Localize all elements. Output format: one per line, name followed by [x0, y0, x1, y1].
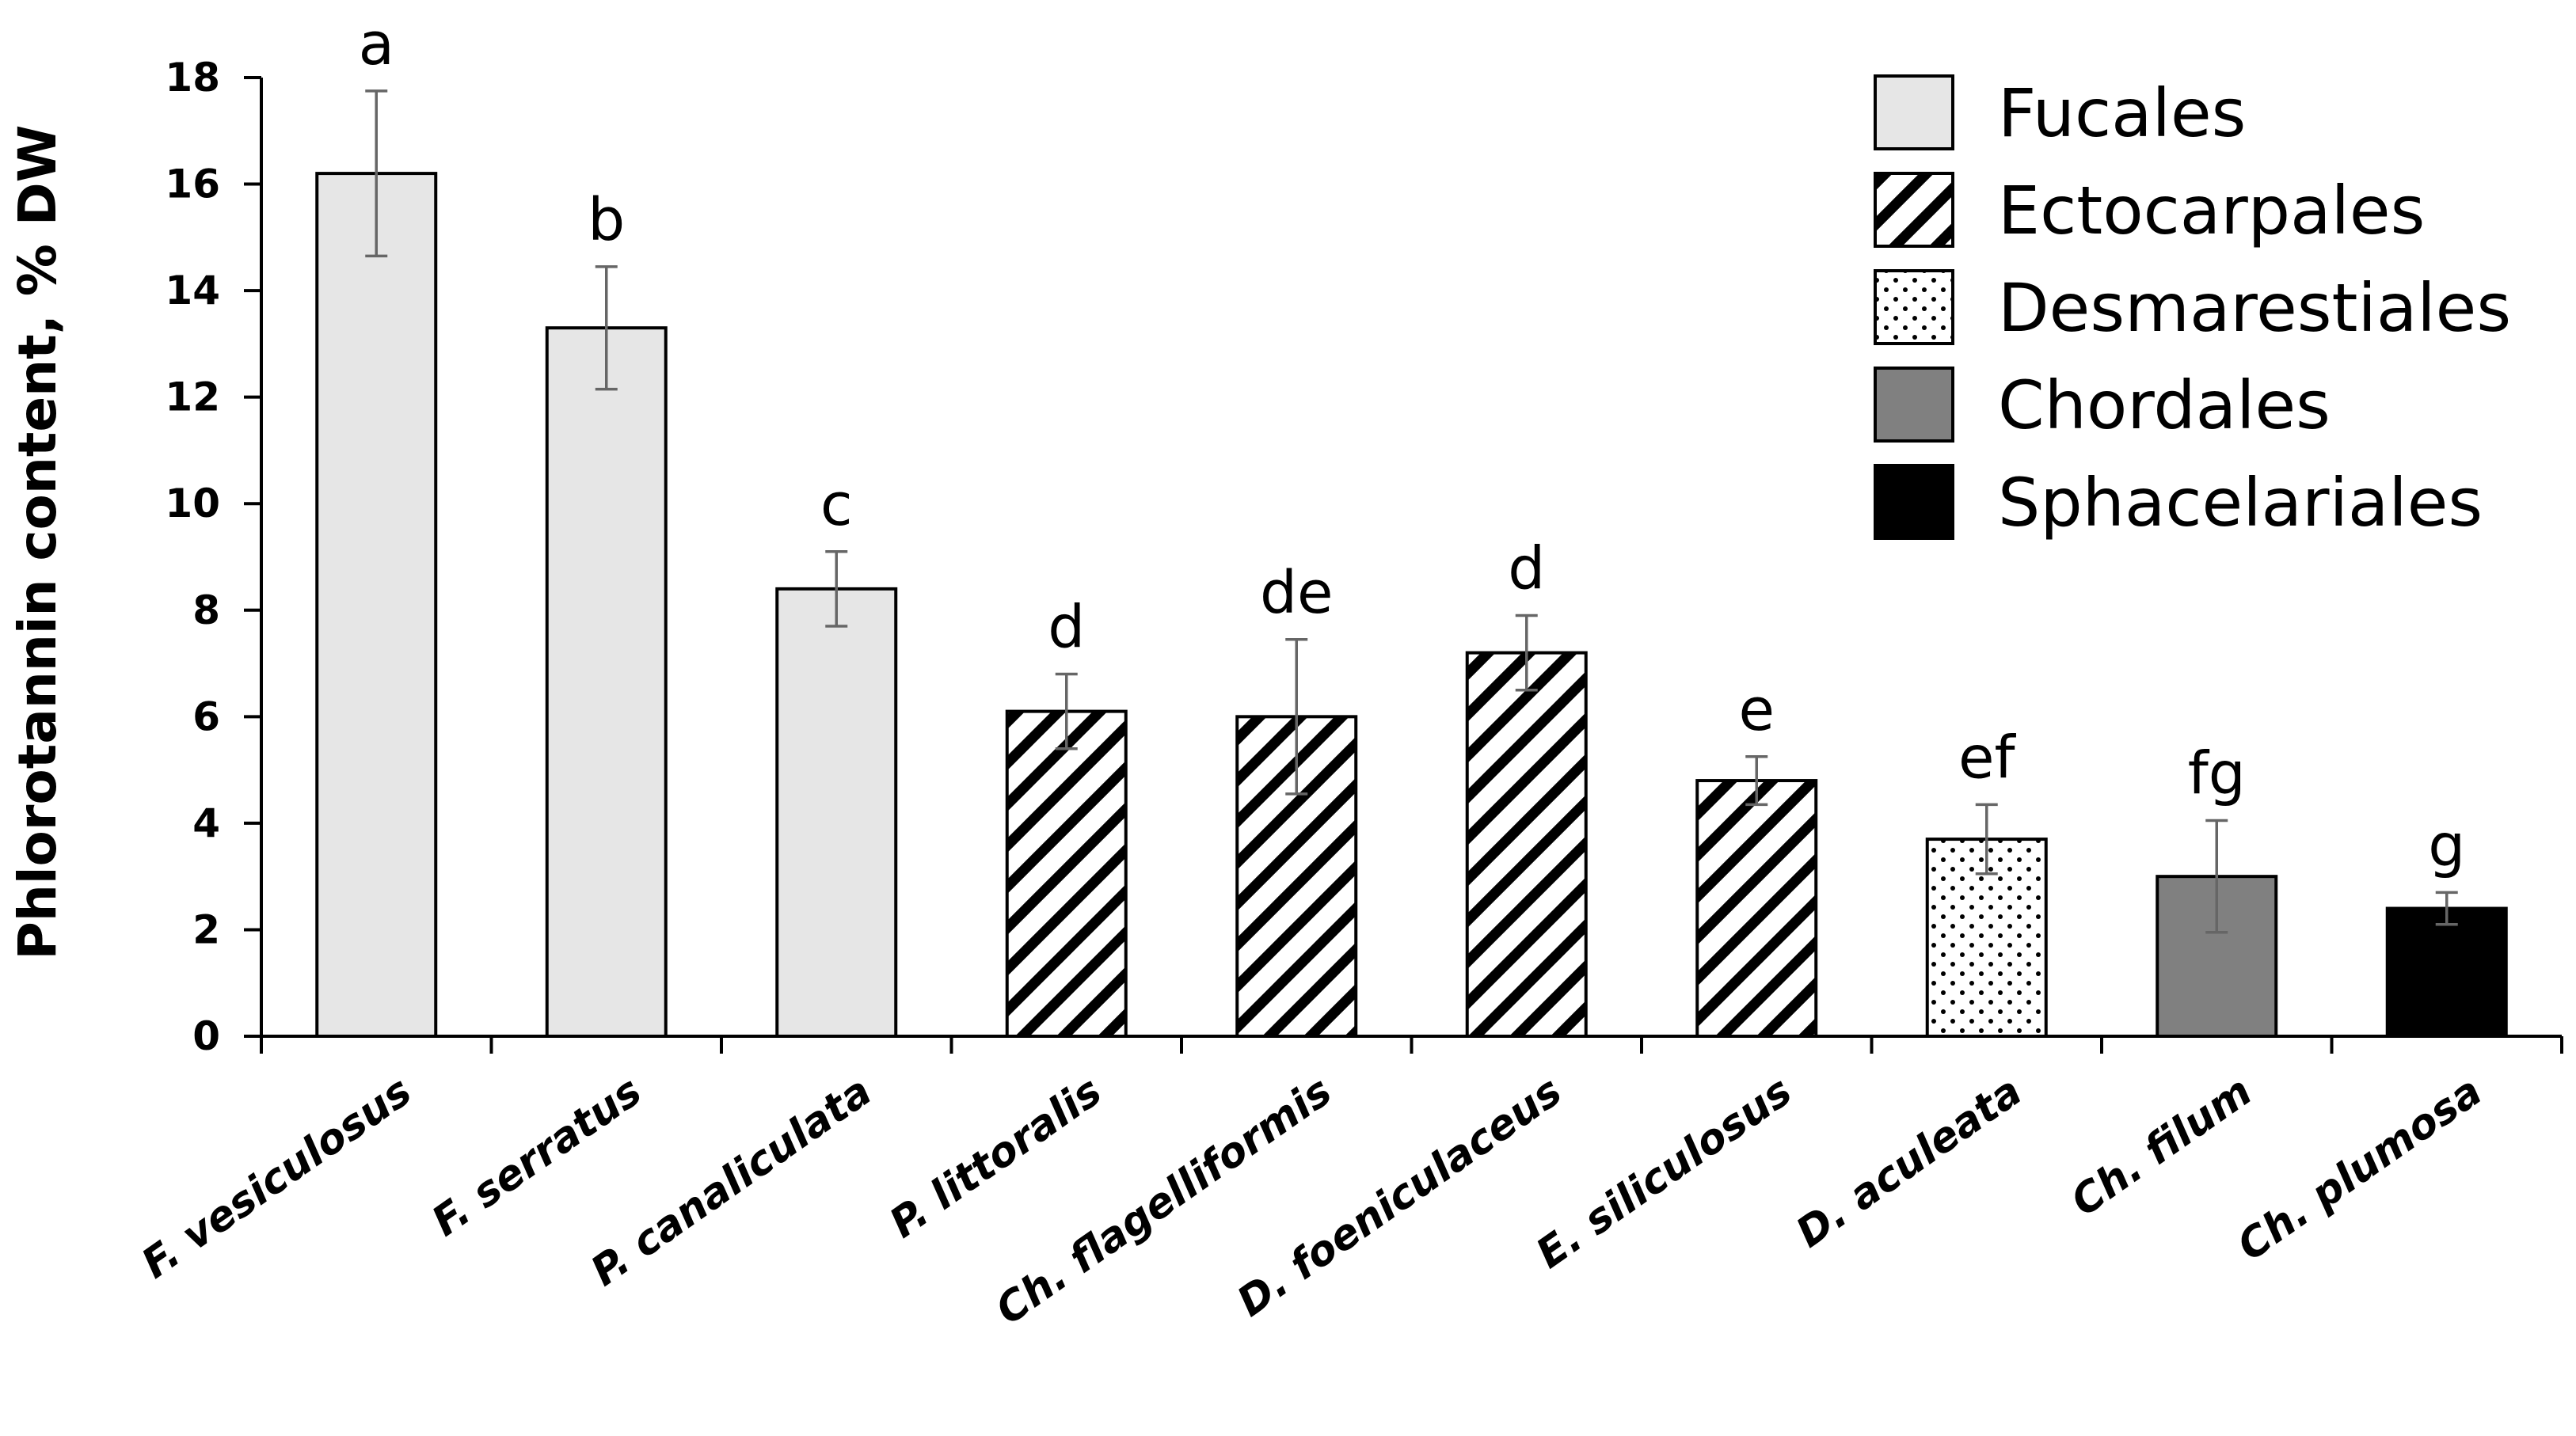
legend-swatch-sphacelariales	[1874, 464, 1954, 540]
significance-letter: fg	[2188, 740, 2246, 808]
bar-f-serratus	[545, 326, 668, 1038]
legend-label-desmarestiales: Desmarestiales	[1998, 269, 2511, 347]
significance-letter: d	[1508, 535, 1545, 603]
x-category-label: E. siliculosus	[1528, 1067, 1801, 1278]
bar-d-foeniculaceus	[1465, 651, 1588, 1038]
y-tick-label: 6	[192, 693, 220, 739]
x-category-label: F. serratus	[424, 1067, 650, 1245]
y-tick-label: 2	[192, 906, 220, 952]
legend-swatch-fucales	[1874, 74, 1954, 150]
significance-letter: e	[1738, 676, 1775, 744]
bar-ch-plumosa	[2385, 906, 2508, 1038]
legend-swatch-chordales	[1874, 367, 1954, 443]
significance-letter: a	[359, 10, 394, 78]
y-tick-label: 12	[165, 374, 220, 420]
legend-swatch-desmarestiales	[1874, 269, 1954, 345]
x-category-label: F. vesiculosus	[134, 1067, 420, 1288]
bar-p-canaliculata	[775, 587, 898, 1038]
y-tick-label: 18	[165, 55, 220, 101]
y-axis-label: Phlorotannin content, % DW	[7, 125, 68, 960]
bar-e-siliculosus	[1695, 779, 1818, 1038]
significance-letter: b	[588, 186, 625, 254]
y-tick-label: 10	[165, 481, 220, 526]
legend-swatch-ectocarpales	[1874, 172, 1954, 248]
significance-letter: ef	[1958, 724, 2017, 792]
bar-p-littoralis	[1005, 709, 1128, 1038]
legend-label-ectocarpales: Ectocarpales	[1998, 172, 2425, 249]
significance-letter: c	[820, 471, 853, 539]
x-category-label: P. littoralis	[881, 1067, 1110, 1248]
legend-label-chordales: Chordales	[1998, 367, 2331, 444]
bar-f-vesiculosus	[315, 172, 438, 1039]
y-tick-label: 4	[192, 800, 220, 846]
significance-letter: g	[2428, 811, 2465, 879]
bar-d-aculeata	[1925, 838, 2048, 1039]
legend-label-sphacelariales: Sphacelariales	[1998, 464, 2483, 541]
x-category-label: D. aculeata	[1788, 1067, 2030, 1257]
legend: Fucales Ectocarpales Desmarestiales Chordal…	[1874, 74, 2511, 541]
legend-label-fucales: Fucales	[1998, 74, 2246, 152]
y-tick-label: 16	[165, 161, 220, 207]
x-category-label: Ch. plumosa	[2229, 1067, 2490, 1270]
x-category-label: Ch. filum	[2063, 1067, 2261, 1225]
y-tick-label: 14	[165, 268, 220, 313]
y-tick-label: 0	[192, 1013, 220, 1059]
y-axis: 0 2 4 6 8 10 12 14 16 18	[165, 55, 263, 1059]
significance-letter: de	[1260, 559, 1334, 627]
y-tick-label: 8	[192, 587, 220, 633]
significance-letter: d	[1048, 594, 1085, 662]
